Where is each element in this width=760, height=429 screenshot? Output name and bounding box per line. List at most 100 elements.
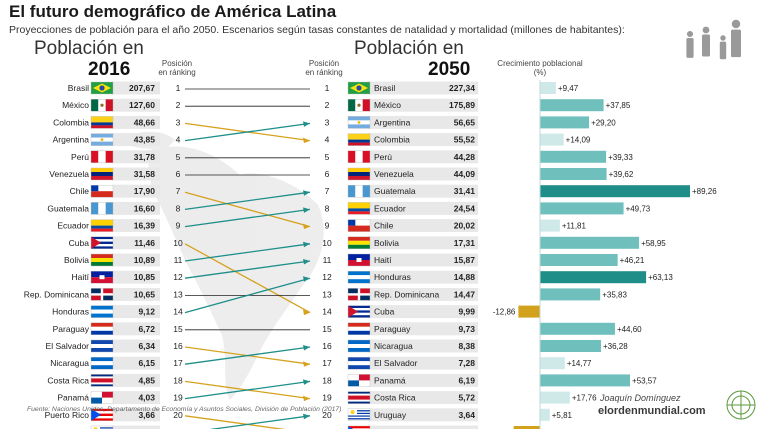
flag-part xyxy=(362,99,370,112)
left-value-label: 6,15 xyxy=(138,358,155,368)
right-value-shade xyxy=(368,270,478,284)
flag-part xyxy=(348,312,370,316)
flag-border xyxy=(90,184,114,198)
rank-arrow-panama xyxy=(303,379,310,385)
flag-border xyxy=(90,374,114,387)
right-rank-label: 2 xyxy=(325,100,330,110)
right-row: 5 Perú 44,28 +39,33 xyxy=(325,150,633,164)
left-row: Nicaragua 6,15 17 xyxy=(50,356,183,370)
flag-border xyxy=(90,288,114,301)
flag-border xyxy=(90,322,114,335)
left-country-label: Venezuela xyxy=(49,169,89,179)
right-row: 7 Guatemala 31,41 +89,26 xyxy=(325,184,717,198)
right-country-label: Brasil xyxy=(374,83,395,93)
right-rank-label: 12 xyxy=(322,272,332,282)
flag-border xyxy=(347,236,371,250)
right-row: 6 Venezuela 44,09 +39,62 xyxy=(325,167,634,181)
right-row: 10 Bolivia 17,31 +58,95 xyxy=(322,236,666,250)
growth-label: +17,76 xyxy=(572,394,597,403)
left-value-shade xyxy=(112,270,160,284)
left-rank-label: 12 xyxy=(173,272,183,282)
flag-part xyxy=(359,374,370,381)
flag-part xyxy=(348,426,353,429)
left-row: Costa Rica 4,85 18 xyxy=(47,373,183,387)
left-country-label: Ecuador xyxy=(57,221,89,231)
left-value-label: 207,67 xyxy=(129,83,155,93)
growth-bar xyxy=(540,150,607,163)
flag-part xyxy=(348,322,370,327)
flag-part xyxy=(91,305,113,310)
flag-part xyxy=(348,305,370,308)
left-value-shade xyxy=(112,425,160,429)
flag-part xyxy=(103,288,113,294)
right-rank-label: 3 xyxy=(325,117,330,127)
growth-bar xyxy=(540,374,631,387)
right-rank-label: 11 xyxy=(323,255,332,265)
growth-bar xyxy=(540,340,601,352)
right-value-label: 24,54 xyxy=(454,203,476,213)
flag-part xyxy=(103,295,113,301)
flag-part xyxy=(91,244,113,247)
rank-line-bolivia xyxy=(184,243,311,262)
right-value-shade xyxy=(368,201,478,215)
left-value-label: 6,72 xyxy=(138,324,155,334)
people-icon xyxy=(686,19,741,60)
right-rank-header-line2: en ránking xyxy=(305,68,343,77)
left-row: El Salvador 6,34 16 xyxy=(46,339,183,353)
flag-part xyxy=(91,172,113,176)
growth-label: +63,13 xyxy=(648,273,673,282)
right-rank-label: 8 xyxy=(325,203,330,213)
left-value-shade xyxy=(112,201,160,215)
growth-bar xyxy=(540,288,601,301)
right-row: 13 Rep. Dominicana 14,47 +35,83 xyxy=(322,287,627,301)
right-row: 16 Nicaragua 8,38 +36,28 xyxy=(322,339,628,353)
left-row: Guatemala 16,60 8 xyxy=(47,201,181,215)
left-country-label: Brasil xyxy=(68,83,89,93)
right-value-label: 15,87 xyxy=(454,255,476,265)
right-country-label: Argentina xyxy=(374,117,411,127)
left-rank-label: 8 xyxy=(176,203,181,213)
flag-part xyxy=(91,225,113,229)
growth-bar xyxy=(540,236,640,249)
left-rank-label: 4 xyxy=(176,135,181,145)
right-country-label: Costa Rica xyxy=(374,393,416,403)
rank-arrow-uruguay xyxy=(303,413,310,420)
growth-label: +49,73 xyxy=(626,204,651,213)
left-value-shade xyxy=(112,305,160,319)
flag-part xyxy=(355,150,363,163)
flag-part xyxy=(91,168,113,172)
left-value-label: 48,66 xyxy=(134,117,156,127)
right-value-label: 3,64 xyxy=(458,410,475,420)
right-rank-label: 19 xyxy=(322,393,332,403)
flag-border xyxy=(90,167,114,181)
flag-part xyxy=(348,139,370,143)
right-value-shade xyxy=(368,391,478,405)
flag-part xyxy=(91,313,113,318)
left-value-label: 17,90 xyxy=(134,186,156,196)
rank-arrow-costarica xyxy=(303,395,310,402)
right-value-label: 56,65 xyxy=(454,117,476,127)
flag-part xyxy=(105,99,113,112)
flag-part xyxy=(91,330,113,335)
rank-line-ecuador xyxy=(184,208,311,228)
right-value-label: 3,09 xyxy=(458,427,475,429)
flag-part xyxy=(348,310,370,313)
right-row: 11 Haití 15,87 +46,21 xyxy=(323,253,645,267)
left-country-label: Guatemala xyxy=(47,203,89,213)
left-rank-label: 7 xyxy=(176,186,181,196)
right-row: 8 Ecuador 24,54 +49,73 xyxy=(325,201,651,215)
flag-part xyxy=(348,419,370,421)
right-value-shade xyxy=(368,287,478,301)
left-header-year: 2016 xyxy=(88,59,131,80)
left-rank-label: 1 xyxy=(176,83,181,93)
flag-border xyxy=(347,150,371,164)
right-value-shade xyxy=(368,322,478,336)
right-country-label: Haití xyxy=(374,255,392,265)
flag-part xyxy=(348,315,370,318)
left-value-shade xyxy=(112,115,160,129)
left-country-label: Haití xyxy=(72,272,90,282)
flag-part xyxy=(348,305,358,318)
left-row: Honduras 9,12 14 xyxy=(52,305,183,319)
flag-part xyxy=(91,397,102,404)
left-rank-label: 20 xyxy=(173,410,183,420)
